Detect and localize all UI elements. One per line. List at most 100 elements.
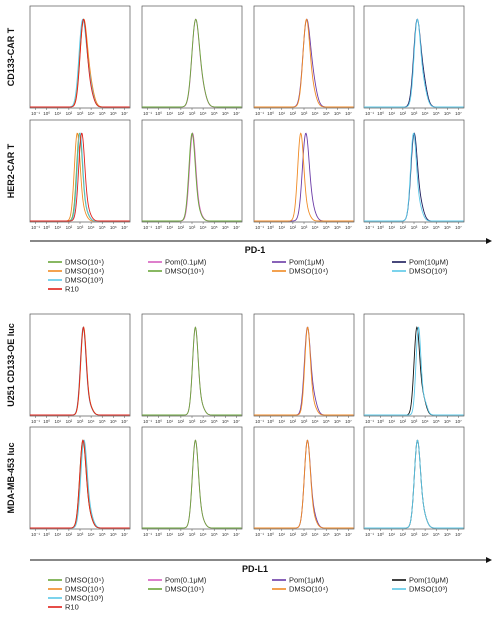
x-tick-label: 10² <box>66 225 73 230</box>
legend-entry: DMSO(10⁴) <box>65 267 105 276</box>
x-tick-label: 10¹ <box>167 111 174 116</box>
x-tick-label: 10⁴ <box>200 111 207 116</box>
x-tick-label: 10⁷ <box>345 419 352 424</box>
x-tick-label: 10² <box>290 419 297 424</box>
x-tick-label: 10² <box>400 419 407 424</box>
x-tick-label: 10⁷ <box>455 111 462 116</box>
x-tick-label: 10¹ <box>279 419 286 424</box>
panel-frame <box>253 5 355 109</box>
x-tick-label: 10⁵ <box>323 532 330 537</box>
x-tick-label: 10⁻¹ <box>255 111 264 116</box>
x-tick-label: 10³ <box>411 532 418 537</box>
axis-arrow-head <box>486 557 492 563</box>
x-tick-label: 10⁶ <box>334 419 341 424</box>
x-tick-label: 10⁰ <box>267 419 274 424</box>
x-tick-label: 10⁻¹ <box>143 532 152 537</box>
x-tick-label: 10⁻¹ <box>143 225 152 230</box>
histogram-panel: 10⁻¹ 10⁰ 10¹ 10² 10³ 10⁴ 10⁵ 10⁶ 10⁷ <box>253 313 355 424</box>
histogram-panel: 10⁻¹ 10⁰ 10¹ 10² 10³ 10⁴ 10⁵ 10⁶ 10⁷ <box>363 119 465 230</box>
x-tick-label: 10⁵ <box>99 532 106 537</box>
legend-entry: Pom(10μM) <box>409 258 449 267</box>
row-label: U251 CD133-OE luc <box>6 323 16 407</box>
x-tick-label: 10⁶ <box>444 532 451 537</box>
x-tick-label: 10¹ <box>279 532 286 537</box>
series-line <box>142 18 242 108</box>
x-tick-label: 10⁶ <box>444 111 451 116</box>
x-tick-label: 10² <box>290 225 297 230</box>
histogram-panel: 10⁻¹ 10⁰ 10¹ 10² 10³ 10⁴ 10⁵ 10⁶ 10⁷ <box>141 119 243 230</box>
x-tick-label: 10⁷ <box>121 532 128 537</box>
x-tick-label: 10⁵ <box>211 225 218 230</box>
x-tick-label: 10⁶ <box>222 532 229 537</box>
x-tick-label: 10² <box>178 225 185 230</box>
x-tick-label: 10³ <box>301 532 308 537</box>
x-tick-label: 10⁷ <box>233 419 240 424</box>
x-tick-label: 10⁻¹ <box>365 419 374 424</box>
x-tick-label: 10⁰ <box>267 532 274 537</box>
x-tick-label: 10² <box>400 532 407 537</box>
x-tick-label: 10³ <box>77 225 84 230</box>
x-tick-label: 10⁴ <box>422 532 429 537</box>
histogram-panel: 10⁻¹ 10⁰ 10¹ 10² 10³ 10⁴ 10⁵ 10⁶ 10⁷ <box>363 5 465 116</box>
x-tick-label: 10⁻¹ <box>255 225 264 230</box>
series-line <box>254 18 354 108</box>
x-tick-label: 10⁶ <box>444 225 451 230</box>
x-tick-label: 10⁰ <box>377 225 384 230</box>
x-tick-label: 10⁶ <box>444 419 451 424</box>
x-tick-label: 10⁰ <box>155 111 162 116</box>
x-tick-label: 10² <box>290 111 297 116</box>
x-tick-label: 10⁴ <box>312 225 319 230</box>
x-tick-label: 10⁵ <box>433 225 440 230</box>
x-tick-label: 10³ <box>301 111 308 116</box>
histogram-panel: 10⁻¹ 10⁰ 10¹ 10² 10³ 10⁴ 10⁵ 10⁶ 10⁷ <box>29 119 131 230</box>
x-tick-label: 10⁵ <box>99 111 106 116</box>
series-line <box>364 132 464 222</box>
histogram-panel: 10⁻¹ 10⁰ 10¹ 10² 10³ 10⁴ 10⁵ 10⁶ 10⁷ <box>29 313 131 424</box>
series-line <box>364 326 464 416</box>
x-tick-label: 10¹ <box>389 419 396 424</box>
x-tick-label: 10⁴ <box>88 225 95 230</box>
x-tick-label: 10⁰ <box>155 419 162 424</box>
x-tick-label: 10¹ <box>167 532 174 537</box>
legend-entry: R10 <box>65 285 79 294</box>
legend-entry: DMSO(10⁵) <box>165 267 204 276</box>
histogram-panel: 10⁻¹ 10⁰ 10¹ 10² 10³ 10⁴ 10⁵ 10⁶ 10⁷ <box>363 313 465 424</box>
x-tick-label: 10³ <box>77 111 84 116</box>
x-tick-label: 10⁵ <box>99 419 106 424</box>
x-tick-label: 10³ <box>77 419 84 424</box>
x-tick-label: 10⁻¹ <box>31 111 40 116</box>
x-tick-label: 10⁶ <box>222 111 229 116</box>
series-line <box>364 439 464 529</box>
x-tick-label: 10⁰ <box>377 111 384 116</box>
x-tick-label: 10⁰ <box>43 225 50 230</box>
x-tick-label: 10⁶ <box>222 225 229 230</box>
series-line <box>142 439 242 529</box>
row-label: MDA-MB-453 luc <box>6 442 16 513</box>
x-tick-label: 10² <box>400 225 407 230</box>
x-tick-label: 10² <box>400 111 407 116</box>
legend-entry: DMSO(10⁵) <box>65 258 104 267</box>
legend-entry: Pom(0.1μM) <box>165 576 207 585</box>
histogram-panel: 10⁻¹ 10⁰ 10¹ 10² 10³ 10⁴ 10⁵ 10⁶ 10⁷ <box>141 426 243 537</box>
legend-entry: DMSO(10³) <box>409 585 448 594</box>
x-tick-label: 10⁴ <box>200 419 207 424</box>
x-tick-label: 10⁶ <box>334 111 341 116</box>
legend-entry: R10 <box>65 603 79 612</box>
histogram-panel: 10⁻¹ 10⁰ 10¹ 10² 10³ 10⁴ 10⁵ 10⁶ 10⁷ <box>141 5 243 116</box>
x-tick-label: 10³ <box>189 111 196 116</box>
x-tick-label: 10³ <box>189 532 196 537</box>
x-tick-label: 10¹ <box>55 419 62 424</box>
histogram-panel: 10⁻¹ 10⁰ 10¹ 10² 10³ 10⁴ 10⁵ 10⁶ 10⁷ <box>253 426 355 537</box>
x-tick-label: 10⁴ <box>312 419 319 424</box>
series-line <box>30 326 130 416</box>
x-tick-label: 10⁻¹ <box>365 225 374 230</box>
x-tick-label: 10³ <box>189 419 196 424</box>
x-tick-label: 10² <box>178 532 185 537</box>
x-tick-label: 10⁵ <box>433 419 440 424</box>
x-tick-label: 10⁵ <box>323 225 330 230</box>
x-tick-label: 10⁻¹ <box>143 419 152 424</box>
x-tick-label: 10¹ <box>55 225 62 230</box>
legend-entry: Pom(10μM) <box>409 576 449 585</box>
legend-entry: DMSO(10⁴) <box>289 585 329 594</box>
x-tick-label: 10⁴ <box>312 532 319 537</box>
